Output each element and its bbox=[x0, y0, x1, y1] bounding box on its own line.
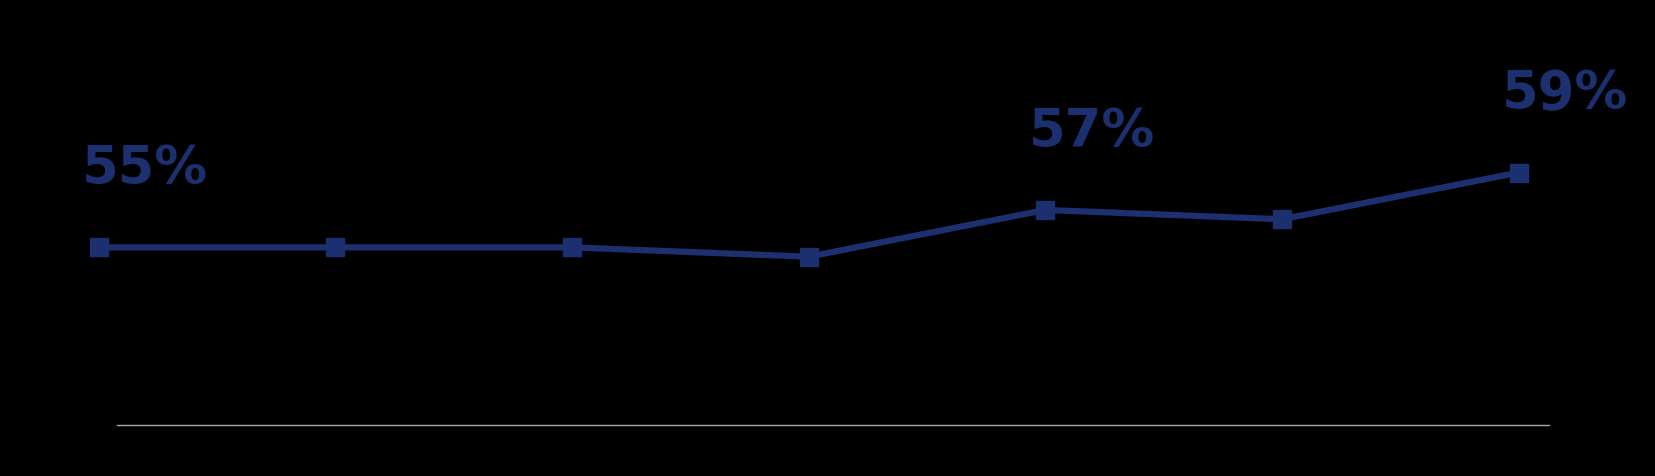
Text: 59%: 59% bbox=[1503, 68, 1629, 120]
Text: 55%: 55% bbox=[83, 143, 209, 195]
Text: 57%: 57% bbox=[1029, 106, 1155, 158]
